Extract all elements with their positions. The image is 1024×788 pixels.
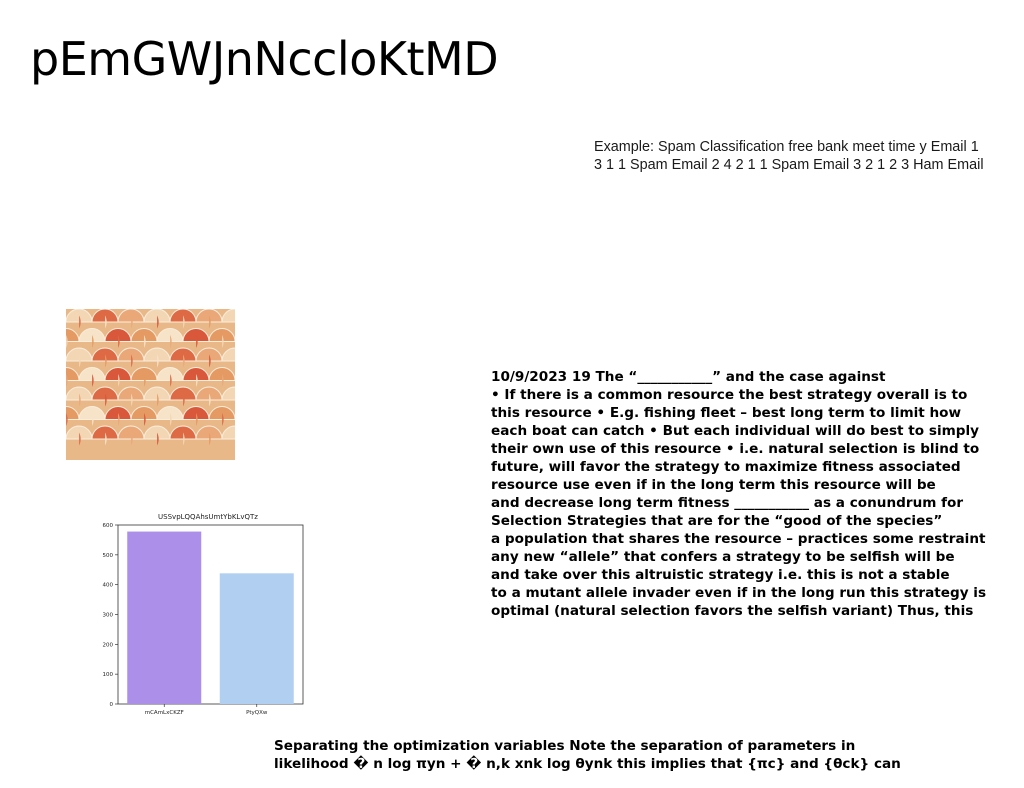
body-line: a population that shares the resource – …	[491, 531, 986, 547]
tile-shape	[79, 354, 81, 368]
tile-shape	[92, 413, 94, 426]
tile-shape	[79, 315, 81, 329]
bottom-line: likelihood � n log πyn + � n,k xnk log θ…	[274, 756, 901, 772]
body-line: their own use of this resource • i.e. na…	[491, 441, 980, 457]
tile-shape	[105, 393, 107, 407]
tile-shape	[221, 347, 235, 362]
body-line: any new “allele” that confers a strategy…	[491, 549, 955, 565]
tile-shape	[92, 374, 94, 387]
bar	[127, 531, 202, 704]
tile-shape	[183, 315, 185, 329]
tile-pattern-image	[66, 309, 235, 460]
tile-shape	[66, 335, 68, 348]
tile-shape	[222, 413, 224, 426]
tile-shape	[105, 354, 107, 368]
example-line: Example: Spam Classification free bank m…	[594, 139, 979, 155]
body-line: and decrease long term fitness _________…	[491, 495, 964, 511]
tile-shape	[209, 315, 211, 329]
body-line: to a mutant allele invader even if in th…	[491, 585, 987, 601]
body-line: future, will favor the strategy to maxim…	[491, 459, 961, 475]
bar	[219, 573, 294, 704]
tile-shape	[144, 374, 146, 387]
example-line: 3 1 1 Spam Email 2 4 2 1 1 Spam Email 3 …	[594, 157, 984, 173]
tile-shape	[157, 393, 159, 407]
y-tick-label: 0	[110, 702, 114, 708]
y-tick-label: 500	[103, 553, 114, 559]
x-tick-label: PtyQXw	[246, 710, 268, 716]
body-line: Selection Strategies that are for the “g…	[491, 513, 943, 529]
tile-shape	[79, 393, 81, 407]
tile-shape	[196, 374, 198, 387]
tile-shape	[221, 386, 235, 401]
tile-shape	[183, 432, 185, 446]
tile-shape	[222, 335, 224, 348]
body-line: and take over this altruistic strategy i…	[491, 567, 950, 583]
tile-shape	[157, 432, 159, 446]
bar-chart: USSvpLQQAhsUmtYbKLvQTz 0 100 200 300 400 500 6…	[96, 508, 312, 720]
tile-shape	[157, 354, 159, 368]
slide-title: pEmGWJnNccloKtMD	[30, 32, 499, 86]
tile-shape	[196, 413, 198, 426]
tile-shape	[170, 374, 172, 387]
tile-shape	[144, 413, 146, 426]
tile-shape	[170, 335, 172, 348]
tile-shape	[131, 393, 133, 407]
body-line: resource use even if in the long term th…	[491, 477, 936, 493]
bottom-text: Separating the optimization variables No…	[274, 737, 1024, 773]
tile-shape	[118, 413, 120, 426]
tile-shape	[170, 413, 172, 426]
tile-shape	[66, 413, 68, 426]
tile-shape	[221, 425, 235, 440]
bottom-line: Separating the optimization variables No…	[274, 738, 856, 754]
y-tick-label: 200	[103, 642, 114, 648]
tile-pattern-graphic	[66, 309, 235, 460]
body-line: optimal (natural selection favors the se…	[491, 603, 974, 619]
tile-shape	[221, 309, 235, 323]
tile-shape	[209, 354, 211, 368]
bar-chart-svg: USSvpLQQAhsUmtYbKLvQTz 0 100 200 300 400 500 6…	[103, 513, 304, 716]
tile-shape	[222, 374, 224, 387]
tile-shape	[131, 315, 133, 329]
tile-shape	[144, 335, 146, 348]
x-tick-label: mCAmLxCKZF	[145, 710, 184, 716]
tile-shape	[209, 432, 211, 446]
y-tick-label: 300	[103, 613, 114, 619]
example-text: Example: Spam Classification free bank m…	[594, 138, 1022, 174]
body-line: this resource • E.g. fishing fleet – bes…	[491, 405, 962, 421]
y-tick-label: 400	[103, 583, 114, 589]
tile-shape	[131, 354, 133, 368]
y-tick-label: 100	[103, 672, 114, 678]
tile-shape	[209, 393, 211, 407]
tile-shape	[92, 335, 94, 348]
tile-shape	[183, 354, 185, 368]
tile-shape	[157, 315, 159, 329]
tile-shape	[196, 335, 198, 348]
body-text: 10/9/2023 19 The “___________” and the c…	[491, 368, 1024, 620]
body-line: 10/9/2023 19 The “___________” and the c…	[491, 369, 886, 385]
chart-title: USSvpLQQAhsUmtYbKLvQTz	[158, 513, 258, 521]
body-line: each boat can catch • But each individua…	[491, 423, 980, 439]
tile-shape	[183, 393, 185, 407]
tile-shape	[79, 432, 81, 446]
tile-shape	[105, 432, 107, 446]
tile-shape	[131, 432, 133, 446]
tile-shape	[66, 374, 68, 387]
tile-shape	[118, 374, 120, 387]
tile-shape	[105, 315, 107, 329]
y-tick-label: 600	[103, 523, 114, 529]
tile-shape	[118, 335, 120, 348]
body-line: • If there is a common resource the best…	[491, 387, 968, 403]
